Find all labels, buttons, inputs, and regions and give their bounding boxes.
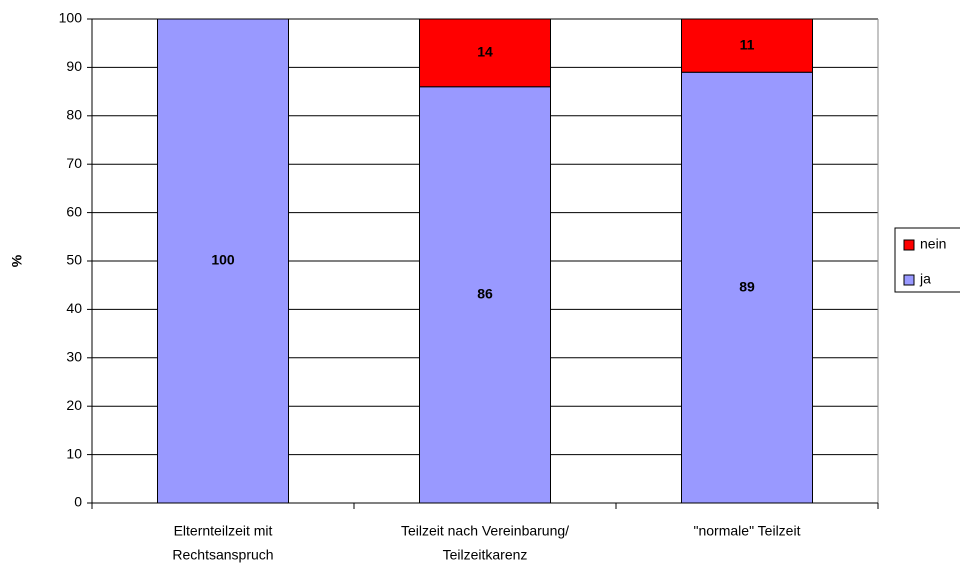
x-tick-label: "normale" Teilzeit: [694, 523, 801, 539]
y-tick-label: 30: [66, 349, 82, 365]
x-tick-label: Teilzeit nach Vereinbarung/: [401, 523, 569, 539]
y-tick-label: 50: [66, 252, 82, 268]
data-label: 89: [739, 278, 755, 294]
legend-label: nein: [920, 236, 946, 252]
y-tick-label: 80: [66, 107, 82, 123]
bar-segment: [419, 86, 551, 504]
bar-segment: [157, 18, 289, 504]
bar-segment: [681, 18, 813, 73]
x-tick-label: Rechtsanspruch: [172, 547, 273, 563]
y-tick-label: 90: [66, 58, 82, 74]
y-tick-label: 60: [66, 203, 82, 219]
data-label: 14: [477, 44, 493, 60]
data-label: 86: [477, 286, 493, 302]
y-tick-label: 10: [66, 445, 82, 461]
x-tick-label: Elternteilzeit mit: [174, 523, 273, 539]
x-tick-label: Teilzeitkarenz: [443, 547, 528, 563]
legend-swatch: [903, 239, 915, 251]
bar-segment: [419, 18, 551, 88]
legend-label: ja: [919, 271, 931, 287]
y-tick-label: 40: [66, 300, 82, 316]
legend-swatch: [903, 274, 915, 286]
y-tick-label: 20: [66, 397, 82, 413]
data-label: 11: [740, 36, 755, 52]
bar-segment: [681, 71, 813, 504]
y-tick-label: 100: [59, 10, 83, 26]
y-tick-label: 70: [66, 155, 82, 171]
y-axis-label: %: [9, 254, 25, 267]
y-tick-label: 0: [74, 494, 82, 510]
data-label: 100: [211, 252, 235, 268]
